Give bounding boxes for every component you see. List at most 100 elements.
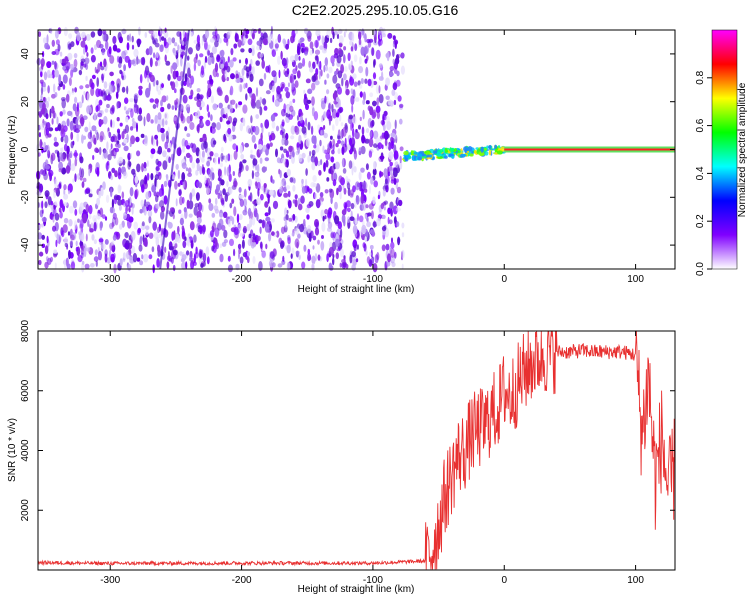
- noise-speckle: [292, 213, 296, 221]
- noise-speckle: [365, 66, 369, 77]
- carrier-blob: [413, 151, 420, 155]
- noise-speckle: [108, 85, 113, 95]
- noise-speckle: [279, 186, 283, 194]
- noise-speckle: [75, 240, 78, 247]
- noise-speckle: [332, 74, 338, 84]
- noise-speckle: [179, 196, 183, 206]
- carrier-blob: [460, 148, 463, 152]
- noise-speckle: [285, 132, 289, 141]
- carrier-blob: [467, 146, 473, 152]
- noise-speckle: [163, 180, 168, 188]
- noise-speckle: [397, 237, 401, 243]
- noise-speckle: [50, 200, 54, 206]
- noise-speckle: [400, 65, 405, 75]
- noise-speckle: [155, 194, 159, 203]
- noise-speckle: [157, 123, 161, 133]
- noise-speckle: [233, 248, 236, 257]
- noise-speckle: [80, 58, 86, 63]
- noise-speckle: [314, 192, 317, 200]
- noise-speckle: [384, 178, 388, 185]
- noise-speckle: [244, 205, 247, 213]
- noise-speckle: [294, 215, 298, 223]
- carrier-blob: [480, 146, 484, 153]
- noise-speckle: [163, 41, 169, 49]
- noise-speckle: [245, 82, 248, 88]
- noise-speckle: [303, 89, 306, 95]
- noise-speckle: [72, 178, 75, 183]
- noise-speckle: [335, 143, 339, 148]
- noise-speckle: [387, 207, 391, 215]
- noise-speckle: [358, 31, 362, 40]
- noise-speckle: [136, 150, 141, 157]
- noise-speckle: [224, 61, 229, 68]
- noise-speckle: [293, 74, 297, 80]
- noise-speckle: [306, 214, 310, 220]
- noise-speckle: [100, 243, 106, 250]
- noise-speckle: [228, 173, 232, 182]
- noise-speckle: [294, 80, 299, 88]
- noise-speckle: [251, 170, 254, 180]
- noise-speckle: [188, 200, 194, 210]
- noise-speckle: [84, 57, 90, 65]
- noise-speckle: [321, 235, 324, 239]
- noise-speckle: [43, 71, 48, 81]
- noise-speckle: [351, 251, 356, 258]
- noise-speckle: [269, 189, 274, 196]
- noise-speckle: [263, 105, 268, 111]
- noise-speckle: [222, 188, 226, 196]
- noise-speckle: [348, 63, 351, 70]
- noise-speckle: [99, 135, 104, 143]
- noise-speckle: [394, 92, 398, 100]
- noise-speckle: [368, 38, 374, 43]
- noise-speckle: [81, 134, 84, 144]
- noise-speckle: [348, 114, 354, 120]
- noise-speckle: [136, 257, 141, 262]
- noise-speckle: [317, 239, 320, 245]
- carrier-blob: [488, 149, 492, 156]
- spectrogram-x-ticks: -300 -200 -100 0 100: [100, 30, 644, 285]
- noise-speckle: [245, 93, 248, 101]
- noise-speckle: [97, 28, 103, 37]
- noise-speckle: [250, 242, 255, 249]
- noise-speckle: [66, 145, 70, 155]
- noise-speckle: [321, 35, 325, 46]
- noise-speckle: [321, 115, 324, 123]
- noise-speckle: [98, 190, 102, 199]
- noise-speckle: [132, 252, 138, 263]
- noise-speckle: [131, 168, 136, 175]
- noise-speckle: [303, 244, 307, 252]
- noise-speckle: [341, 77, 344, 87]
- noise-speckle: [111, 167, 116, 173]
- noise-speckle: [202, 252, 207, 263]
- noise-speckle: [167, 74, 171, 81]
- noise-speckle: [190, 239, 194, 249]
- noise-speckle: [56, 233, 59, 244]
- noise-speckle: [54, 178, 58, 188]
- noise-speckle: [382, 229, 386, 236]
- noise-speckle: [157, 226, 160, 234]
- noise-speckle: [148, 29, 154, 34]
- noise-speckle: [103, 135, 106, 141]
- noise-speckle: [383, 200, 388, 205]
- noise-speckle: [268, 134, 272, 142]
- noise-speckle: [81, 31, 86, 38]
- noise-speckle: [206, 104, 209, 112]
- noise-speckle: [369, 106, 374, 116]
- noise-speckle: [255, 60, 260, 66]
- noise-speckle: [99, 221, 103, 231]
- noise-speckle: [161, 118, 165, 128]
- noise-speckle: [172, 264, 176, 272]
- noise-speckle: [277, 263, 283, 268]
- noise-speckle: [78, 231, 83, 236]
- noise-speckle: [181, 254, 187, 261]
- noise-speckle: [208, 198, 212, 204]
- noise-speckle: [98, 238, 104, 243]
- noise-speckle: [104, 239, 109, 245]
- noise-streak: [159, 29, 191, 270]
- noise-speckle: [312, 175, 317, 183]
- noise-speckle: [298, 254, 301, 260]
- noise-speckle: [373, 161, 376, 170]
- colorbar-tick-label: 0.4: [695, 166, 706, 180]
- noise-speckle: [219, 212, 224, 218]
